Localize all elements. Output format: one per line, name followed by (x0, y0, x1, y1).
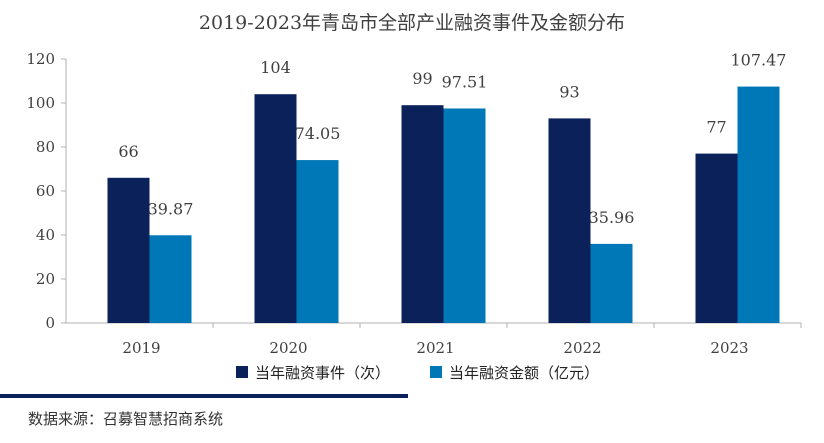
x-tick-label: 2021 (416, 339, 454, 357)
data-label-amount: 35.96 (589, 208, 635, 227)
bar-events (107, 177, 150, 323)
bar-events (548, 118, 591, 324)
y-tick-label: 120 (26, 50, 55, 68)
data-label-events: 93 (559, 82, 579, 101)
legend: 当年融资事件（次） 当年融资金额（亿元） (236, 364, 599, 382)
y-tick-label: 100 (26, 94, 55, 112)
y-tick-label: 80 (36, 138, 55, 156)
y-axis-ticks: 0 20 40 60 80 100 120 (26, 50, 66, 332)
bar-amount (149, 235, 192, 323)
x-tick-label: 2019 (122, 339, 160, 357)
data-source-note: 数据来源：召募智慧招商系统 (28, 410, 224, 428)
x-tick-label: 2022 (563, 339, 601, 357)
data-label-events: 77 (706, 118, 726, 137)
legend-label-amount: 当年融资金额（亿元） (449, 364, 599, 382)
legend-swatch-amount (430, 366, 442, 378)
bar-amount (737, 86, 780, 323)
chart-canvas: 2019-2023年青岛市全部产业融资事件及金额分布 0 20 40 60 80 100 1… (26, 12, 802, 382)
legend-swatch-events (236, 366, 248, 378)
data-label-amount: 39.87 (148, 199, 194, 218)
x-tick-label: 2020 (269, 339, 307, 357)
data-label-amount: 74.05 (295, 124, 341, 143)
bar-events (695, 153, 738, 323)
chart-title: 2019-2023年青岛市全部产业融资事件及金额分布 (199, 12, 625, 34)
x-axis-ticks: 2019 2020 2021 2022 2023 (122, 323, 802, 357)
y-tick-label: 40 (36, 226, 55, 244)
x-tick-label: 2023 (710, 339, 748, 357)
bar-amount (590, 243, 633, 323)
y-tick-label: 20 (36, 270, 55, 288)
data-label-amount: 97.51 (442, 72, 488, 91)
legend-label-events: 当年融资事件（次） (255, 364, 390, 382)
y-tick-label: 0 (45, 314, 55, 332)
footer-accent-bar (0, 394, 408, 398)
y-tick-label: 60 (36, 182, 55, 200)
bar-amount (443, 108, 486, 323)
data-label-events: 99 (412, 69, 432, 88)
bar-events (254, 94, 297, 323)
bar-series-group: 66 39.87 104 74.05 99 97.51 93 35.96 77 107.47 (107, 51, 787, 324)
data-label-events: 66 (118, 142, 138, 161)
bar-events (401, 105, 444, 323)
bar-amount (296, 160, 339, 323)
data-label-amount: 107.47 (731, 51, 787, 70)
data-label-events: 104 (260, 58, 291, 77)
